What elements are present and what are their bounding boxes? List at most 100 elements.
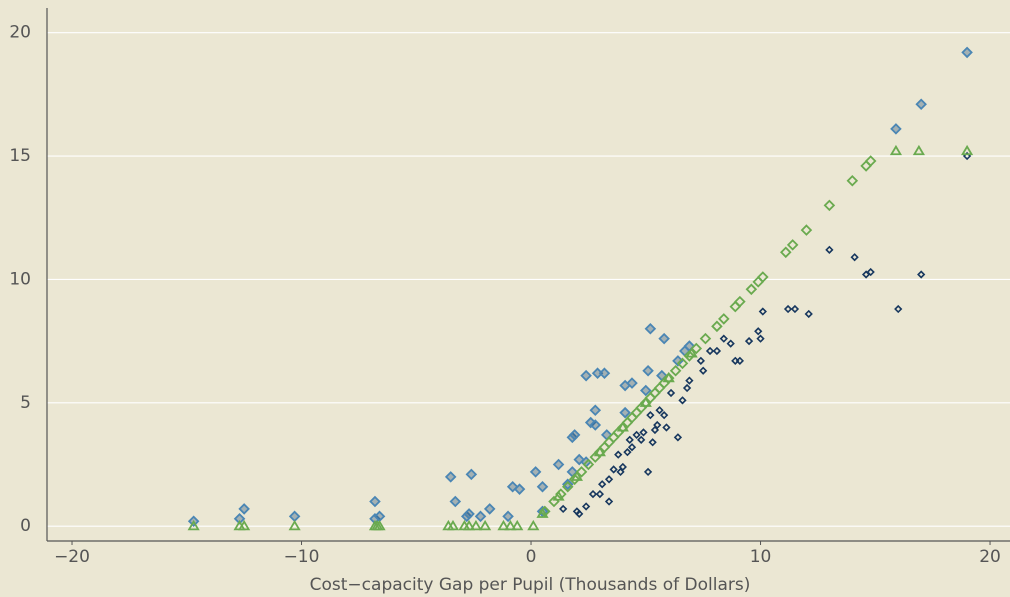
point bbox=[640, 384, 652, 397]
point bbox=[568, 429, 581, 441]
point bbox=[685, 347, 698, 358]
point bbox=[582, 458, 595, 471]
point bbox=[643, 467, 653, 477]
point bbox=[915, 98, 927, 111]
point bbox=[804, 309, 813, 319]
point bbox=[568, 473, 581, 486]
x-tick-label: 10 bbox=[750, 547, 772, 567]
point bbox=[658, 332, 670, 345]
point bbox=[917, 270, 926, 279]
point bbox=[660, 411, 669, 420]
point bbox=[561, 478, 574, 491]
point bbox=[682, 383, 692, 393]
point bbox=[662, 423, 671, 432]
point bbox=[780, 246, 792, 259]
point bbox=[735, 356, 745, 365]
y-tick-label: 0 bbox=[20, 516, 31, 536]
point bbox=[575, 466, 588, 478]
point bbox=[589, 419, 602, 431]
point bbox=[483, 503, 496, 515]
point bbox=[648, 438, 657, 447]
point bbox=[676, 357, 689, 370]
point bbox=[711, 320, 723, 333]
point bbox=[288, 519, 301, 531]
point bbox=[662, 372, 675, 384]
point bbox=[536, 507, 549, 518]
point bbox=[783, 304, 793, 314]
point bbox=[726, 339, 735, 348]
point bbox=[559, 504, 568, 514]
point bbox=[623, 448, 632, 457]
point bbox=[504, 519, 517, 531]
point bbox=[604, 497, 614, 506]
point bbox=[825, 245, 834, 254]
point bbox=[449, 495, 462, 508]
point bbox=[961, 46, 973, 59]
point bbox=[662, 371, 675, 383]
point bbox=[758, 307, 767, 316]
point bbox=[639, 396, 652, 407]
point bbox=[655, 406, 664, 415]
point bbox=[604, 475, 614, 484]
point bbox=[465, 468, 478, 481]
point bbox=[187, 519, 200, 531]
point bbox=[593, 445, 606, 457]
point bbox=[616, 467, 625, 477]
point bbox=[866, 267, 875, 277]
y-tick-label: 10 bbox=[9, 269, 31, 289]
point bbox=[644, 323, 657, 335]
point bbox=[690, 342, 703, 355]
point bbox=[580, 369, 592, 382]
point bbox=[627, 443, 637, 452]
point bbox=[619, 406, 631, 419]
y-tick-label: 20 bbox=[9, 23, 31, 43]
point bbox=[588, 489, 598, 499]
point bbox=[653, 420, 662, 430]
point bbox=[745, 283, 758, 296]
point bbox=[864, 155, 877, 167]
point bbox=[552, 458, 565, 471]
point bbox=[575, 509, 584, 518]
y-tick-label: 15 bbox=[9, 146, 31, 166]
point bbox=[598, 367, 611, 379]
point bbox=[552, 490, 565, 501]
point bbox=[238, 519, 251, 531]
point bbox=[786, 239, 799, 251]
point bbox=[511, 519, 524, 531]
point bbox=[666, 388, 676, 398]
point bbox=[589, 404, 602, 416]
point bbox=[846, 174, 859, 187]
point bbox=[699, 366, 708, 375]
point bbox=[626, 377, 638, 389]
point bbox=[673, 433, 683, 442]
point bbox=[444, 471, 457, 483]
point bbox=[632, 430, 641, 440]
x-tick-label: 0 bbox=[526, 547, 537, 567]
point bbox=[699, 332, 712, 345]
point bbox=[637, 435, 646, 444]
point bbox=[705, 346, 715, 356]
point bbox=[529, 466, 542, 478]
point bbox=[718, 313, 730, 325]
point bbox=[754, 327, 763, 336]
point bbox=[639, 428, 648, 437]
point bbox=[561, 480, 574, 493]
point bbox=[581, 502, 591, 511]
point bbox=[373, 519, 386, 531]
point bbox=[625, 435, 634, 444]
point bbox=[479, 519, 492, 531]
point bbox=[757, 271, 769, 283]
point bbox=[614, 450, 623, 459]
point bbox=[598, 480, 607, 489]
point bbox=[536, 480, 549, 493]
point bbox=[734, 295, 746, 308]
point bbox=[669, 364, 682, 377]
point bbox=[446, 519, 460, 531]
point bbox=[800, 224, 813, 236]
point bbox=[474, 510, 487, 523]
point bbox=[719, 334, 728, 343]
point bbox=[618, 462, 627, 472]
point bbox=[502, 510, 514, 523]
point bbox=[497, 519, 510, 531]
y-tick-label: 5 bbox=[20, 393, 31, 413]
